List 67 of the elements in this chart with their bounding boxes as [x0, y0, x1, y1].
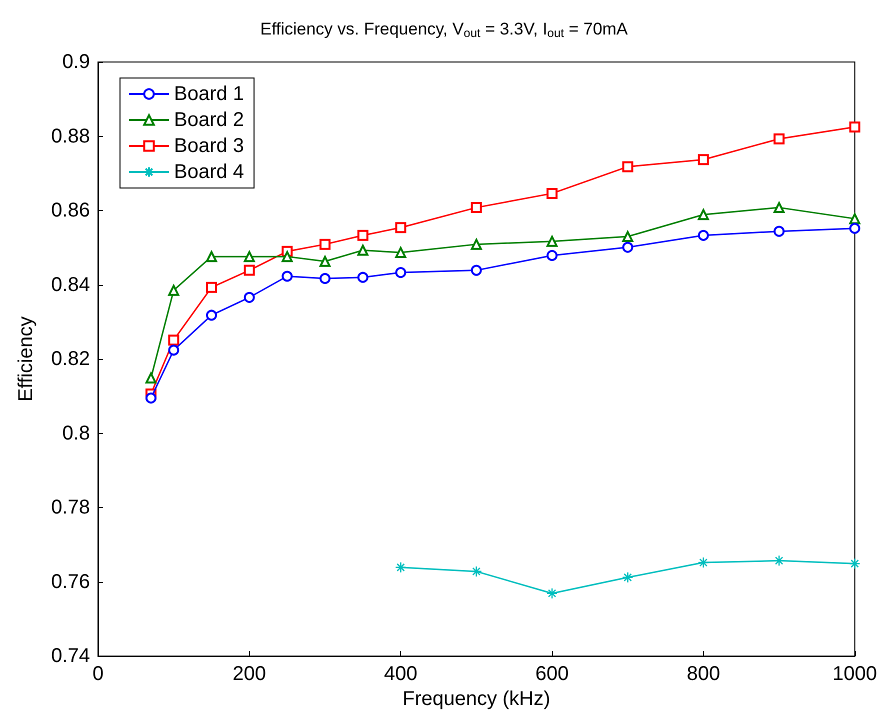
point [698, 209, 709, 220]
point [395, 267, 406, 278]
point [206, 251, 218, 262]
point [357, 244, 368, 256]
point [849, 222, 860, 234]
x-tick-label: 400 [384, 663, 418, 686]
point [546, 188, 558, 199]
x-tick-label: 800 [686, 663, 720, 686]
point [395, 246, 406, 258]
x-tick-label: 200 [232, 663, 266, 686]
y-tick-label: 0.74 [51, 645, 90, 668]
point [282, 251, 293, 262]
y-tick-label: 0.9 [62, 51, 90, 73]
point [244, 292, 255, 303]
y-tick-label: 0.86 [51, 200, 90, 222]
point [470, 238, 482, 250]
point [395, 562, 406, 574]
point [395, 222, 406, 234]
point [774, 226, 785, 237]
point [622, 572, 634, 584]
y-tick-label: 0.82 [51, 348, 90, 370]
point [145, 372, 156, 384]
y-tick-label: 0.76 [51, 570, 90, 593]
point [206, 310, 218, 321]
legend-label: Board 3 [174, 135, 244, 157]
point [622, 231, 634, 242]
point [206, 282, 218, 293]
y-tick-label: 0.84 [51, 274, 90, 296]
point [145, 392, 156, 404]
point [698, 556, 710, 568]
point [546, 236, 558, 247]
legend-label: Board 2 [174, 109, 244, 131]
x-tick-label: 0 [92, 663, 104, 686]
legend-label: Board 4 [174, 161, 244, 183]
point [622, 242, 634, 253]
point [282, 270, 293, 282]
x-axis-title: Frequency (kHz) [402, 688, 550, 710]
point [168, 344, 180, 356]
point [622, 161, 634, 172]
x-tick-label: 600 [535, 663, 569, 686]
point [546, 250, 558, 261]
point [168, 284, 180, 296]
point [698, 154, 709, 166]
point [244, 264, 255, 276]
point [470, 202, 482, 214]
point [849, 558, 860, 570]
point [546, 588, 558, 599]
point [849, 213, 860, 224]
point [470, 566, 482, 578]
point [168, 334, 180, 346]
point [244, 251, 255, 262]
y-tick-label: 0.88 [51, 125, 90, 148]
point [357, 272, 368, 283]
point [849, 121, 860, 132]
point [774, 133, 785, 144]
x-tick-label: 1000 [832, 663, 878, 686]
point [774, 202, 785, 214]
y-axis-title: Efficiency [15, 316, 37, 402]
point [698, 230, 709, 241]
y-tick-label: 0.8 [62, 422, 90, 444]
y-tick-label: 0.78 [51, 496, 90, 519]
point [320, 238, 331, 250]
point [320, 272, 331, 284]
legend-label: Board 1 [174, 83, 244, 105]
point [470, 264, 482, 276]
point [357, 230, 368, 241]
point [320, 256, 331, 267]
